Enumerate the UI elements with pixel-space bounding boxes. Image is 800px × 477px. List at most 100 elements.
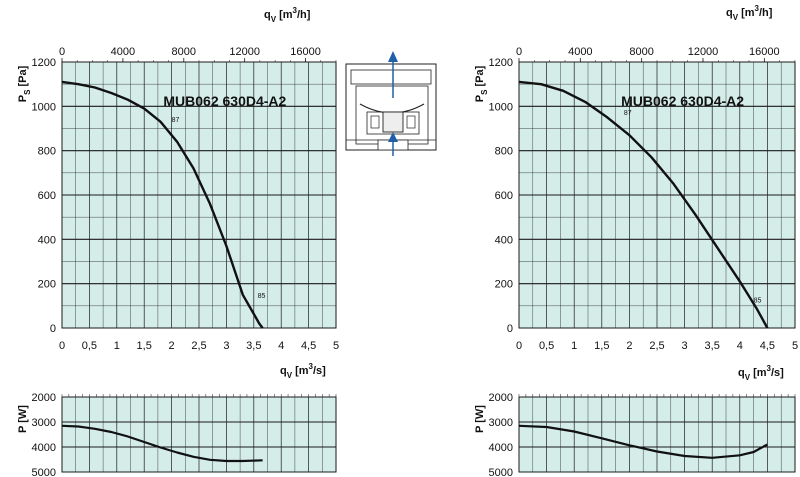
y-tick-label: 4000 bbox=[489, 442, 513, 454]
x-tick-label: 3 bbox=[223, 340, 229, 352]
x-tick-label: 2,5 bbox=[649, 340, 664, 352]
y-axis-label-sub: S bbox=[23, 89, 32, 95]
y-tick-label: 2000 bbox=[489, 392, 513, 404]
point-annotation: 85 bbox=[754, 298, 762, 305]
x-tick-label: 1 bbox=[571, 340, 577, 352]
y-tick-label: 400 bbox=[38, 234, 56, 246]
axis-label-q: q bbox=[738, 367, 745, 379]
axis-label-top-right: qV [m3/h] bbox=[726, 4, 773, 22]
point-annotation: 85 bbox=[258, 293, 266, 300]
axis-label-sub-v: V bbox=[271, 15, 277, 24]
axis-label-top-left: qV [m3/h] bbox=[264, 6, 311, 24]
axis-label-sup: 3 bbox=[755, 4, 760, 13]
axis-label-q: q bbox=[726, 7, 733, 19]
power-chart-left: 2000 3000 4000 5000 P [W] bbox=[17, 392, 337, 477]
axis-label-bottom-right: qV [m3/s] bbox=[738, 364, 784, 382]
axis-label-bottom-left: qV [m3/s] bbox=[280, 362, 326, 380]
top-tick-label: 4000 bbox=[568, 46, 592, 58]
power-curve bbox=[61, 424, 263, 463]
point-annotation: 87 bbox=[624, 110, 632, 117]
y-tick-label: 600 bbox=[38, 190, 56, 202]
y-tick-label: 800 bbox=[495, 146, 513, 158]
y-axis-label-unit: [Pa] bbox=[17, 65, 29, 86]
y-tick-label: 1000 bbox=[489, 101, 513, 113]
top-tick-label: 12000 bbox=[688, 46, 719, 58]
axis-label-unit-open: [m bbox=[295, 365, 309, 377]
x-tick-label: 1 bbox=[114, 340, 120, 352]
y-tick-label: 600 bbox=[495, 190, 513, 202]
airflow-up-arrow-icon bbox=[388, 51, 398, 156]
pressure-curve bbox=[518, 80, 769, 329]
x-tick-label: 4 bbox=[737, 340, 743, 352]
y-tick-label: 0 bbox=[507, 323, 513, 335]
top-tick-label: 0 bbox=[516, 46, 522, 58]
y-tick-label: 3000 bbox=[32, 417, 56, 429]
chart-title: MUB062 630D4-A2 bbox=[163, 93, 286, 109]
fan-unit-diagram-icon bbox=[345, 51, 437, 156]
x-tick-label: 0,5 bbox=[82, 340, 97, 352]
axis-label-unit-open: [m bbox=[279, 9, 293, 21]
x-tick-label: 0 bbox=[516, 340, 522, 352]
axis-label-sup: 3 bbox=[309, 362, 314, 371]
y-tick-label: 200 bbox=[495, 279, 513, 291]
axis-label-unit-open: [m bbox=[741, 7, 755, 19]
y-axis-label: PS [Pa] bbox=[474, 65, 489, 102]
y-axis-label-sub: S bbox=[480, 89, 489, 95]
x-tick-label: 3 bbox=[682, 340, 688, 352]
y-tick-label: 400 bbox=[495, 234, 513, 246]
point-annotation: 87 bbox=[172, 117, 180, 124]
axis-label-unit-open: [m bbox=[753, 367, 767, 379]
y-tick-label: 5000 bbox=[489, 467, 513, 477]
x-tick-label: 5 bbox=[333, 340, 339, 352]
top-tick-label: 12000 bbox=[229, 46, 260, 58]
y-tick-label: 800 bbox=[38, 146, 56, 158]
axis-label-unit-close: /s] bbox=[313, 365, 326, 377]
y-tick-label: 1000 bbox=[32, 101, 56, 113]
axis-label-unit-close: /s] bbox=[771, 367, 784, 379]
axis-labels: qV [m3/h] qV [m3/h]qV [m3/s] qV [m3/s] bbox=[264, 4, 784, 382]
pressure-curve bbox=[61, 80, 264, 329]
plot-frame bbox=[61, 396, 337, 473]
y-axis-label: P [W] bbox=[474, 405, 486, 433]
power-curve bbox=[518, 424, 768, 459]
y-tick-label: 4000 bbox=[32, 442, 56, 454]
top-tick-label: 8000 bbox=[172, 46, 196, 58]
top-tick-label: 8000 bbox=[629, 46, 653, 58]
top-tick-label: 16000 bbox=[290, 46, 321, 58]
y-tick-label: 200 bbox=[38, 279, 56, 291]
y-axis-label: P [W] bbox=[17, 405, 29, 433]
y-tick-label: 0 bbox=[50, 323, 56, 335]
x-tick-label: 2,5 bbox=[191, 340, 206, 352]
axis-label-sub-v: V bbox=[745, 373, 751, 382]
axis-label-sup: 3 bbox=[293, 6, 298, 15]
x-tick-label: 1,5 bbox=[137, 340, 152, 352]
axis-label-sup: 3 bbox=[767, 364, 772, 373]
axis-label-q: q bbox=[264, 9, 271, 21]
x-tick-label: 3,5 bbox=[246, 340, 261, 352]
y-tick-label: 3000 bbox=[489, 417, 513, 429]
y-tick-label: 1200 bbox=[32, 57, 56, 69]
y-tick-label: 1200 bbox=[489, 57, 513, 69]
x-tick-label: 4,5 bbox=[301, 340, 316, 352]
y-axis-label-unit: [Pa] bbox=[474, 65, 486, 86]
axis-label-sub-v: V bbox=[287, 371, 293, 380]
axis-label-unit-close: /h] bbox=[297, 9, 311, 21]
plot-frame bbox=[518, 396, 796, 473]
top-tick-label: 0 bbox=[59, 46, 65, 58]
axis-label-unit-close: /h] bbox=[759, 7, 773, 19]
top-tick-label: 16000 bbox=[749, 46, 780, 58]
y-axis-label: PS [Pa] bbox=[17, 65, 32, 102]
top-tick-label: 4000 bbox=[111, 46, 135, 58]
x-tick-label: 3,5 bbox=[705, 340, 720, 352]
x-tick-label: 2 bbox=[626, 340, 632, 352]
axis-label-q: q bbox=[280, 365, 287, 377]
y-tick-label: 2000 bbox=[32, 392, 56, 404]
x-tick-label: 1,5 bbox=[594, 340, 609, 352]
x-tick-label: 5 bbox=[792, 340, 798, 352]
y-axis-label-p: P bbox=[17, 95, 29, 102]
x-tick-label: 0,5 bbox=[539, 340, 554, 352]
y-axis-label-p: P bbox=[474, 95, 486, 102]
x-tick-label: 2 bbox=[169, 340, 175, 352]
